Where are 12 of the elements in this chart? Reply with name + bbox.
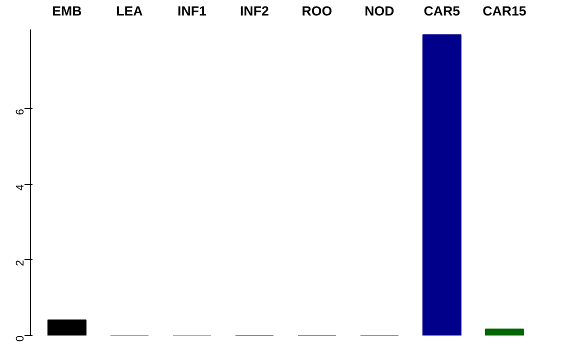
y-tick-label: 6	[14, 108, 26, 115]
y-tick-label: 2	[14, 260, 26, 266]
y-tick-label: 4	[14, 184, 26, 191]
x-tick-label: EMB	[52, 4, 82, 18]
x-tick-label: LEA	[116, 4, 144, 18]
x-tick-label: CAR5	[424, 4, 461, 18]
y-tick-label: 0	[14, 335, 26, 342]
x-tick-label: INF2	[240, 4, 269, 18]
x-tick-label: NOD	[364, 4, 395, 18]
x-tick-label: ROO	[302, 4, 332, 18]
x-tick-label: CAR15	[482, 4, 527, 18]
x-tick-label: INF1	[178, 4, 207, 18]
